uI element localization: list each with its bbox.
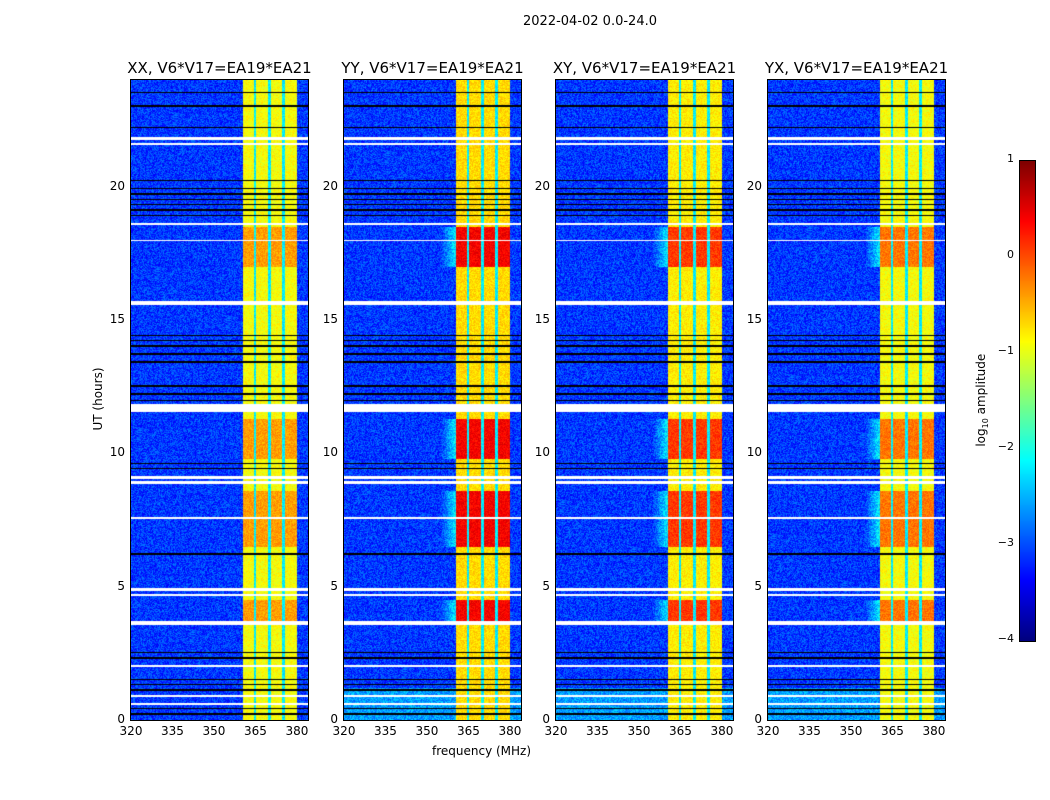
x-tick-label: 350 [415,724,439,738]
y-tick-label: 20 [534,178,550,193]
waterfall-heatmap-yx [767,79,946,721]
x-tick-label: 365 [669,724,692,738]
y-tick-label: 5 [117,578,125,593]
y-tick-label: 5 [754,578,762,593]
y-tick-label: 0 [330,712,338,726]
waterfall-heatmap-xx [130,79,309,721]
x-tick-label: 335 [798,724,821,738]
colorbar-label-rest: amplitude [973,353,988,419]
panel-title: XY, V6*V17=EA19*EA21 [552,59,737,77]
x-tick-label: 320 [332,724,356,738]
y-tick-label: 15 [322,312,338,326]
panel-title: XX, V6*V17=EA19*EA21 [127,59,312,77]
colorbar [1019,160,1036,642]
x-tick-label: 335 [586,724,609,738]
y-tick-label: 0 [542,712,550,726]
x-tick-label: 380 [710,724,734,738]
panel-title: YY, V6*V17=EA19*EA21 [341,59,524,77]
y-tick-label: 15 [109,312,125,326]
y-tick-label: 5 [330,578,338,593]
colorbar-label: log10 amplitude [974,340,990,460]
x-axis-label: frequency (MHz) [432,744,532,758]
y-tick-label: 10 [746,445,762,460]
x-tick-label: 350 [202,724,226,738]
y-axis-label: UT (hours) [91,367,105,431]
colorbar-tick-label: 0 [1007,248,1014,261]
x-tick-label: 380 [285,724,309,738]
colorbar-tick-label: −3 [997,536,1014,549]
colorbar-tick-label: −4 [997,632,1014,645]
colorbar-label-main: log [973,428,988,447]
y-tick-label: 15 [534,312,550,326]
x-tick-label: 335 [374,724,397,738]
panel-title: YX, V6*V17=EA19*EA21 [764,59,949,77]
x-tick-label: 335 [161,724,184,738]
y-tick-label: 10 [109,445,125,460]
y-tick-label: 15 [746,312,762,326]
x-tick-label: 350 [839,724,863,738]
x-tick-label: 365 [457,724,480,738]
y-tick-label: 5 [542,578,550,593]
x-tick-label: 380 [498,724,522,738]
y-tick-label: 10 [534,445,550,460]
colorbar-tick-label: −1 [997,344,1014,357]
colorbar-tick-label: −2 [997,440,1014,453]
colorbar-label-sub: 10 [981,418,991,429]
y-tick-label: 20 [746,178,762,193]
waterfall-heatmap-yy [343,79,522,721]
colorbar-tick-label: 1 [1007,152,1014,165]
x-tick-label: 365 [244,724,267,738]
x-tick-label: 380 [922,724,946,738]
y-tick-label: 10 [322,445,338,460]
waterfall-heatmap-xy [555,79,734,721]
y-tick-label: 0 [754,712,762,726]
x-tick-label: 320 [544,724,568,738]
figure-title: 2022-04-02 0.0-24.0 [523,14,657,29]
x-tick-label: 365 [881,724,904,738]
y-tick-label: 20 [109,178,125,193]
x-tick-label: 320 [756,724,780,738]
y-tick-label: 0 [117,712,125,726]
y-tick-label: 20 [322,178,338,193]
x-tick-label: 320 [119,724,143,738]
x-tick-label: 350 [627,724,651,738]
